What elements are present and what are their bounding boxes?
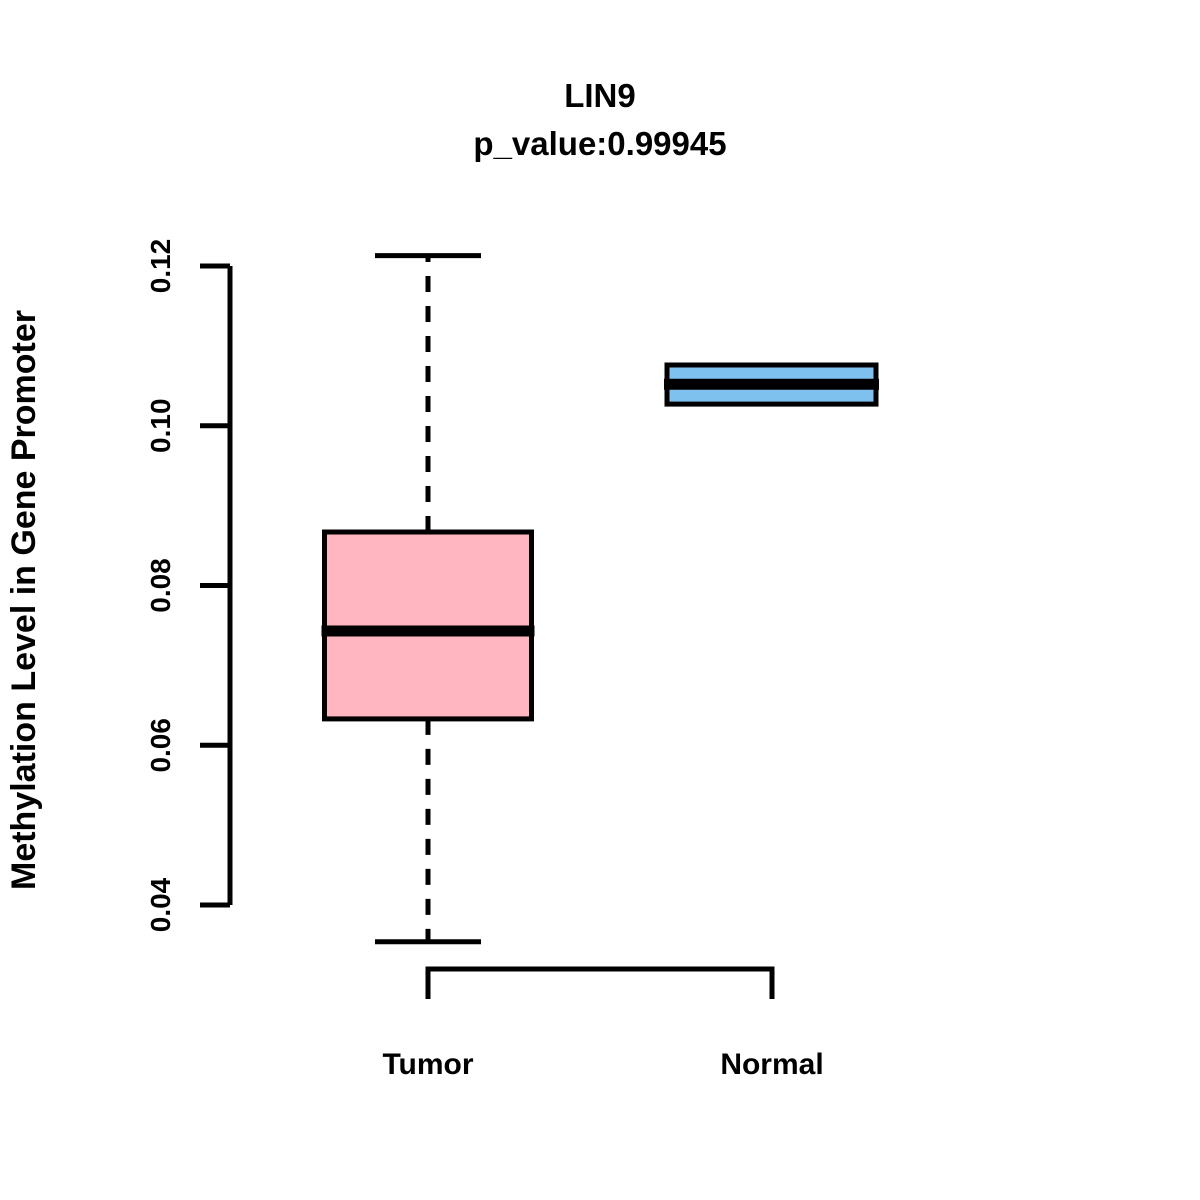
y-axis-title: Methylation Level in Gene Promoter <box>5 310 43 890</box>
x-tick-label-tumor: Tumor <box>382 1048 473 1081</box>
box-group-normal <box>664 362 879 407</box>
y-tick-label-0: 0.04 <box>145 877 176 932</box>
y-tick-label-2: 0.08 <box>145 558 176 613</box>
x-axis-bracket <box>425 966 775 999</box>
chart-subtitle-pvalue: p_value:0.99945 <box>473 125 726 162</box>
x-tick-label-normal: Normal <box>720 1048 823 1081</box>
chart-title: LIN9 <box>564 77 636 114</box>
box-group-tumor <box>321 253 535 945</box>
y-tick-label-4: 0.12 <box>145 239 176 294</box>
box-tumor <box>322 529 534 722</box>
y-tick-label-1: 0.06 <box>145 718 176 773</box>
y-tick-label-3: 0.10 <box>145 398 176 453</box>
